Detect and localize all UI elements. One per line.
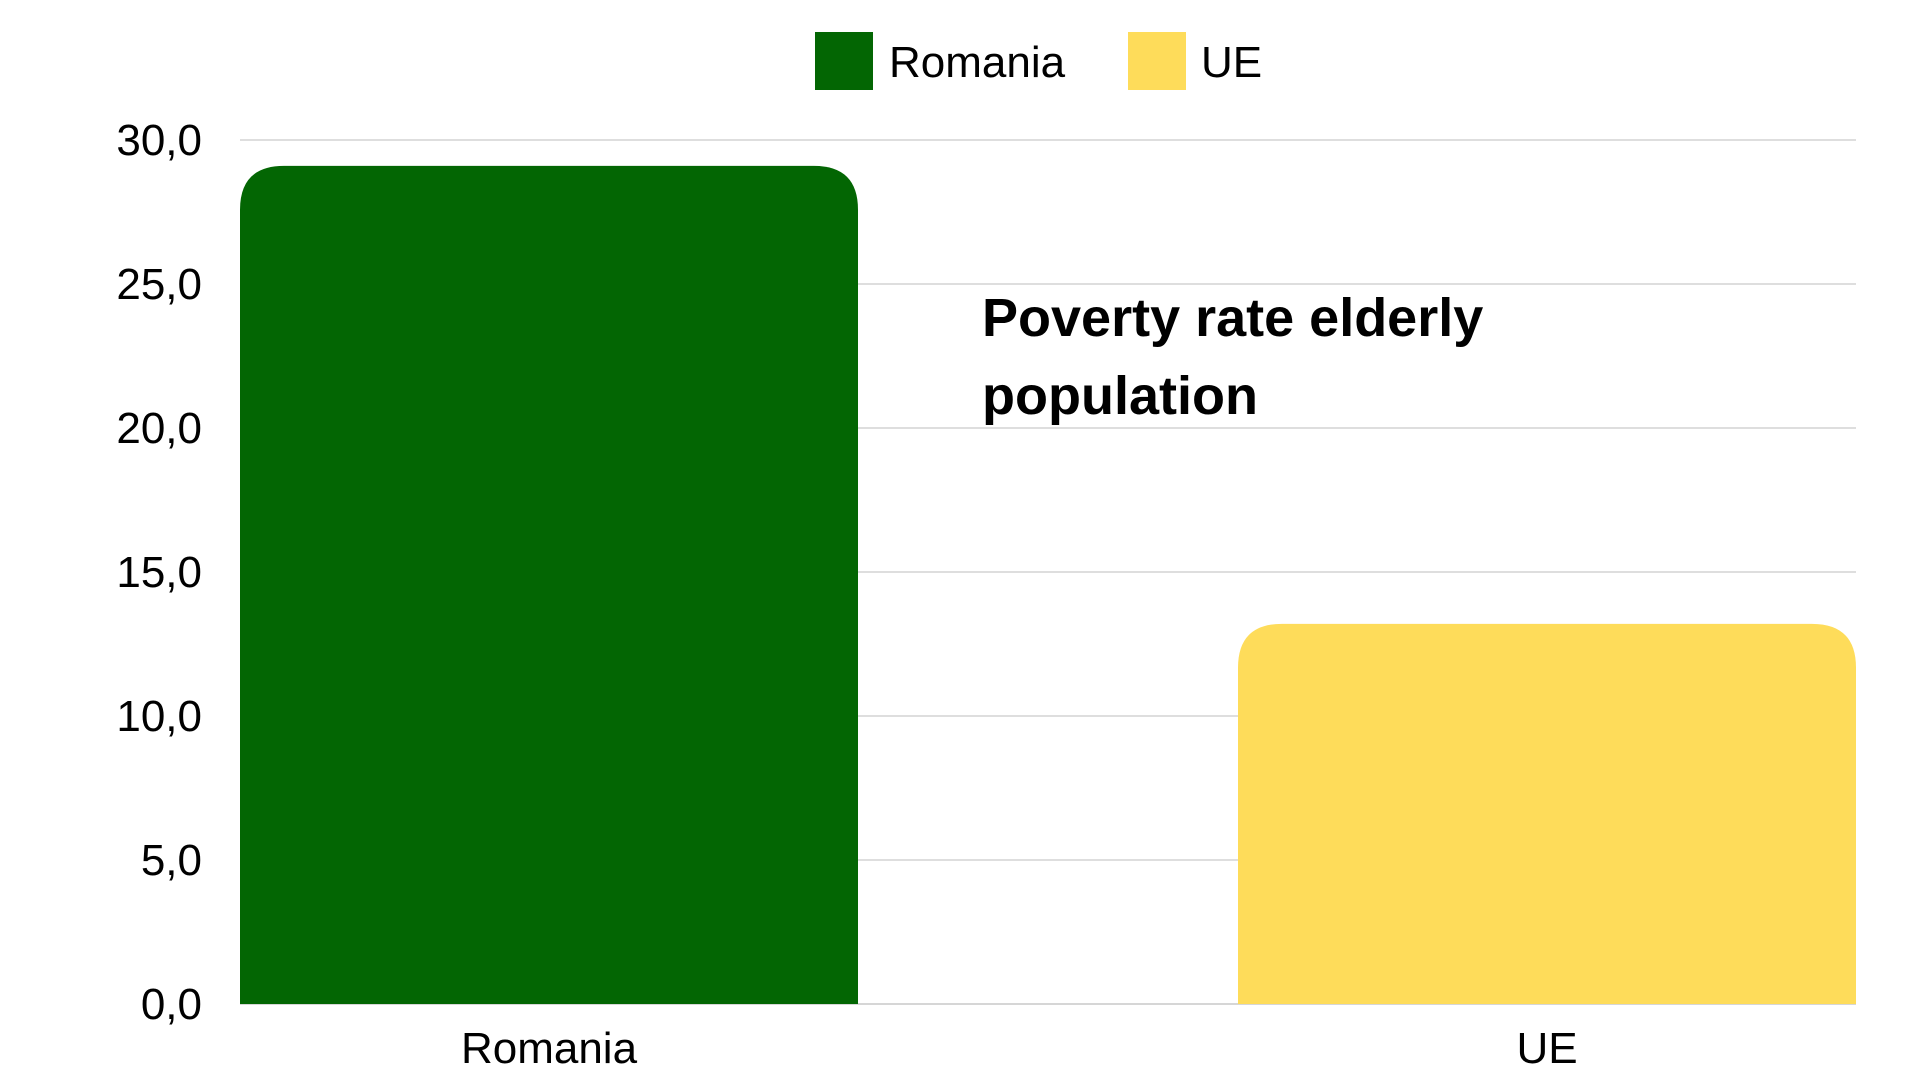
legend-swatch-romania (815, 32, 873, 90)
y-tick-label: 15,0 (116, 548, 202, 597)
y-tick-label: 0,0 (141, 980, 202, 1029)
bars (240, 165, 1856, 1005)
x-tick-label-ue: UE (1516, 1024, 1577, 1073)
chart-title: Poverty rate elderly population (982, 288, 1483, 426)
bar-romania (240, 165, 858, 1005)
y-tick-label: 5,0 (141, 836, 202, 885)
chart-title-line-1: Poverty rate elderly (982, 288, 1483, 348)
legend-label-ue: UE (1201, 38, 1262, 87)
y-tick-label: 30,0 (116, 116, 202, 165)
y-tick-label: 25,0 (116, 260, 202, 309)
y-axis-tick-labels: 0,0 5,0 10,0 15,0 20,0 25,0 30,0 (116, 116, 202, 1029)
legend: Romania UE (815, 32, 1262, 90)
x-axis-tick-labels: Romania UE (461, 1024, 1578, 1073)
legend-swatch-ue (1128, 32, 1186, 90)
y-tick-label: 20,0 (116, 404, 202, 453)
y-tick-label: 10,0 (116, 692, 202, 741)
legend-label-romania: Romania (889, 38, 1066, 87)
bar-ue (1238, 623, 1856, 1004)
x-tick-label-romania: Romania (461, 1024, 638, 1073)
chart-title-line-2: population (982, 366, 1258, 426)
